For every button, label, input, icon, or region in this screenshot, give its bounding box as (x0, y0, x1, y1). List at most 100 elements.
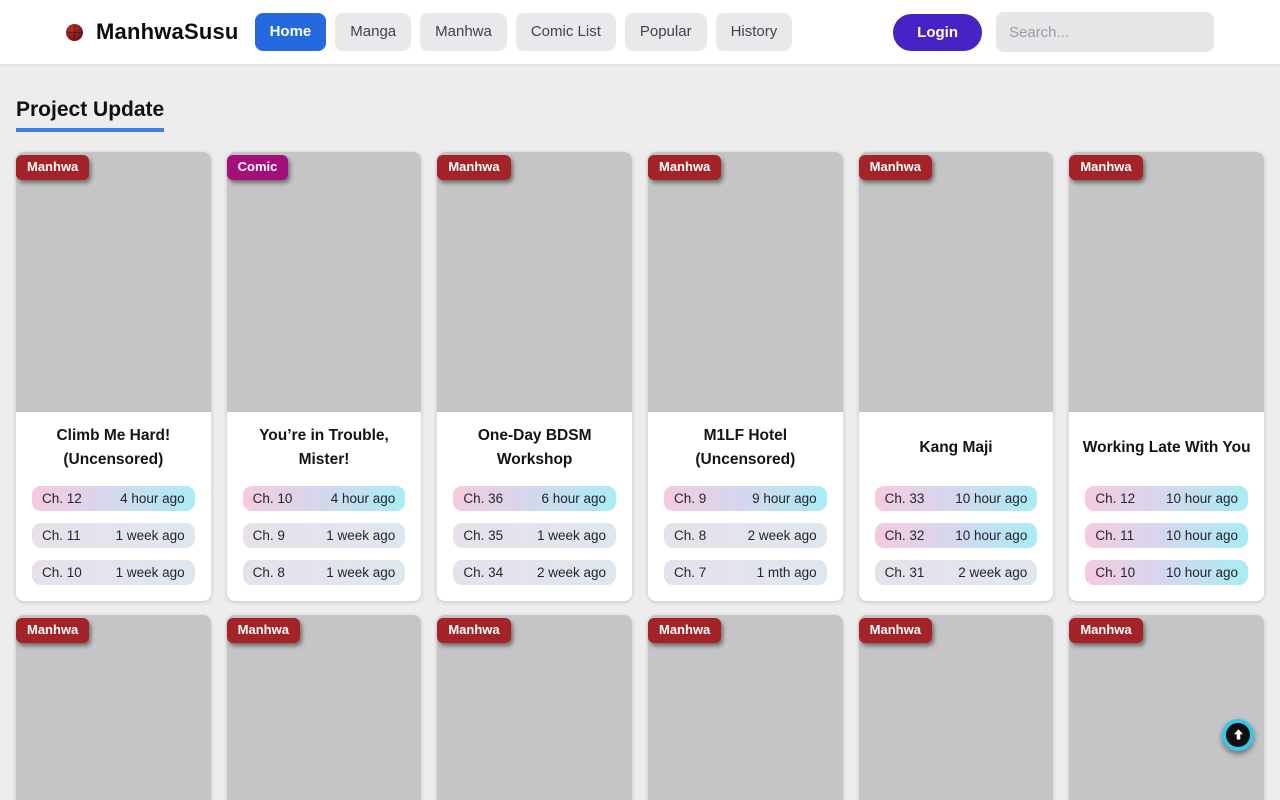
type-badge: Manhwa (648, 155, 722, 180)
chapter-time: 9 hour ago (752, 491, 817, 506)
cover-image[interactable] (437, 615, 632, 800)
card-title[interactable]: You’re in Trouble, Mister! (259, 427, 389, 468)
chapter-number: Ch. 11 (1095, 528, 1135, 543)
comic-card[interactable]: Manhwa One-Day BDSM Workshop Ch. 36 6 ho… (437, 152, 632, 601)
header: ManhwaSusu Home Manga Manhwa Comic List … (0, 0, 1280, 64)
card-title[interactable]: M1LF Hotel (Uncensored) (695, 427, 796, 468)
chapter-row[interactable]: Ch. 10 4 hour ago (242, 486, 406, 511)
cover-image[interactable] (1069, 152, 1264, 412)
chapter-time: 10 hour ago (955, 491, 1028, 506)
cover-image[interactable] (16, 152, 211, 412)
chapter-time: 10 hour ago (1165, 528, 1238, 543)
cover-image[interactable] (226, 152, 422, 412)
chapter-row[interactable]: Ch. 35 1 week ago (453, 523, 616, 548)
cover-image[interactable] (437, 152, 632, 412)
chapter-time: 2 week ago (958, 565, 1028, 580)
cover-image[interactable] (858, 615, 1054, 800)
cover-image[interactable] (1069, 615, 1264, 800)
comic-card[interactable]: Manhwa (1069, 615, 1264, 800)
nav-comic-list[interactable]: Comic List (515, 13, 616, 51)
nav-manga[interactable]: Manga (335, 13, 412, 51)
type-badge: Manhwa (437, 618, 511, 643)
chapter-row[interactable]: Ch. 31 2 week ago (874, 560, 1038, 585)
card-title[interactable]: Kang Maji (919, 439, 993, 456)
card-title[interactable]: One-Day BDSM Workshop (477, 427, 592, 468)
nav-home[interactable]: Home (254, 13, 327, 51)
type-badge: Manhwa (858, 155, 932, 180)
chapter-row[interactable]: Ch. 8 1 week ago (242, 560, 406, 585)
comic-card[interactable]: Manhwa Kang Maji Ch. 33 10 hour ago Ch. … (858, 152, 1054, 601)
card-title[interactable]: Working Late With You (1082, 439, 1251, 456)
chapter-time: 4 hour ago (330, 491, 396, 506)
comic-card[interactable]: Comic You’re in Trouble, Mister! Ch. 10 … (226, 152, 422, 601)
chapter-row[interactable]: Ch. 10 10 hour ago (1085, 560, 1248, 585)
chapter-list: Ch. 33 10 hour ago Ch. 32 10 hour ago Ch… (859, 472, 1054, 601)
comic-card[interactable]: Manhwa (226, 615, 422, 800)
brand[interactable]: ManhwaSusu (66, 19, 239, 45)
chapter-number: Ch. 11 (42, 528, 81, 543)
chapter-row[interactable]: Ch. 34 2 week ago (453, 560, 616, 585)
chapter-number: Ch. 10 (252, 491, 293, 506)
nav-manhwa[interactable]: Manhwa (420, 13, 507, 51)
chapter-time: 2 week ago (747, 528, 817, 543)
login-button[interactable]: Login (893, 13, 982, 51)
type-badge: Comic (226, 155, 289, 180)
nav-history[interactable]: History (715, 13, 793, 51)
chapter-number: Ch. 32 (884, 528, 925, 543)
search-input[interactable] (996, 12, 1214, 52)
chapter-number: Ch. 12 (1095, 491, 1136, 506)
comic-card[interactable]: Manhwa (648, 615, 843, 800)
cover-image[interactable] (858, 152, 1054, 412)
chapter-row[interactable]: Ch. 10 1 week ago (32, 560, 195, 585)
chapter-time: 1 week ago (115, 528, 185, 543)
type-badge: Manhwa (226, 618, 300, 643)
chapter-list: Ch. 12 10 hour ago Ch. 11 10 hour ago Ch… (1069, 472, 1264, 601)
chapter-number: Ch. 9 (252, 528, 285, 543)
chapter-row[interactable]: Ch. 32 10 hour ago (874, 523, 1038, 548)
chapter-row[interactable]: Ch. 8 2 week ago (664, 523, 827, 548)
comic-card[interactable]: Manhwa M1LF Hotel (Uncensored) Ch. 9 9 h… (648, 152, 843, 601)
chapter-row[interactable]: Ch. 12 4 hour ago (32, 486, 195, 511)
main-nav: Home Manga Manhwa Comic List Popular His… (254, 13, 793, 51)
chapter-row[interactable]: Ch. 33 10 hour ago (874, 486, 1038, 511)
chapter-time: 2 week ago (536, 565, 606, 580)
chapter-row[interactable]: Ch. 36 6 hour ago (453, 486, 616, 511)
scroll-to-top-button[interactable] (1222, 719, 1254, 751)
chapter-number: Ch. 8 (252, 565, 285, 580)
cover-image[interactable] (16, 615, 211, 800)
chapter-row[interactable]: Ch. 11 1 week ago (32, 523, 195, 548)
chapter-row[interactable]: Ch. 9 1 week ago (242, 523, 406, 548)
card-title[interactable]: Climb Me Hard! (Uncensored) (56, 427, 171, 468)
chapter-row[interactable]: Ch. 9 9 hour ago (664, 486, 827, 511)
search-group (996, 12, 1214, 52)
chapter-time: 1 week ago (326, 528, 396, 543)
cover-image[interactable] (226, 615, 422, 800)
chapter-row[interactable]: Ch. 12 10 hour ago (1085, 486, 1248, 511)
chapter-number: Ch. 35 (463, 528, 504, 543)
comic-card[interactable]: Manhwa Working Late With You Ch. 12 10 h… (1069, 152, 1264, 601)
chapter-list: Ch. 10 4 hour ago Ch. 9 1 week ago Ch. 8… (227, 472, 422, 601)
chapter-number: Ch. 8 (674, 528, 707, 543)
chapter-row[interactable]: Ch. 7 1 mth ago (664, 560, 827, 585)
chapter-list: Ch. 9 9 hour ago Ch. 8 2 week ago Ch. 7 … (648, 472, 843, 601)
comic-card[interactable]: Manhwa (858, 615, 1054, 800)
nav-popular[interactable]: Popular (624, 13, 707, 51)
chapter-time: 1 week ago (115, 565, 185, 580)
chapter-time: 1 mth ago (756, 565, 817, 580)
section-title: Project Update (16, 98, 165, 132)
chapter-number: Ch. 36 (463, 491, 504, 506)
main-content: Project Update Manhwa Climb Me Hard! (Un… (0, 64, 1280, 800)
chapter-time: 10 hour ago (1165, 565, 1238, 580)
comic-card[interactable]: Manhwa Climb Me Hard! (Uncensored) Ch. 1… (16, 152, 211, 601)
type-badge: Manhwa (437, 155, 511, 180)
cover-image[interactable] (648, 615, 843, 800)
comic-card[interactable]: Manhwa (16, 615, 211, 800)
chapter-number: Ch. 7 (674, 565, 707, 580)
logo-icon (66, 23, 83, 41)
chapter-row[interactable]: Ch. 11 10 hour ago (1085, 523, 1248, 548)
type-badge: Manhwa (648, 618, 722, 643)
cover-image[interactable] (648, 152, 843, 412)
chapter-number: Ch. 12 (42, 491, 82, 506)
comic-card[interactable]: Manhwa (437, 615, 632, 800)
brand-name: ManhwaSusu (96, 19, 239, 44)
